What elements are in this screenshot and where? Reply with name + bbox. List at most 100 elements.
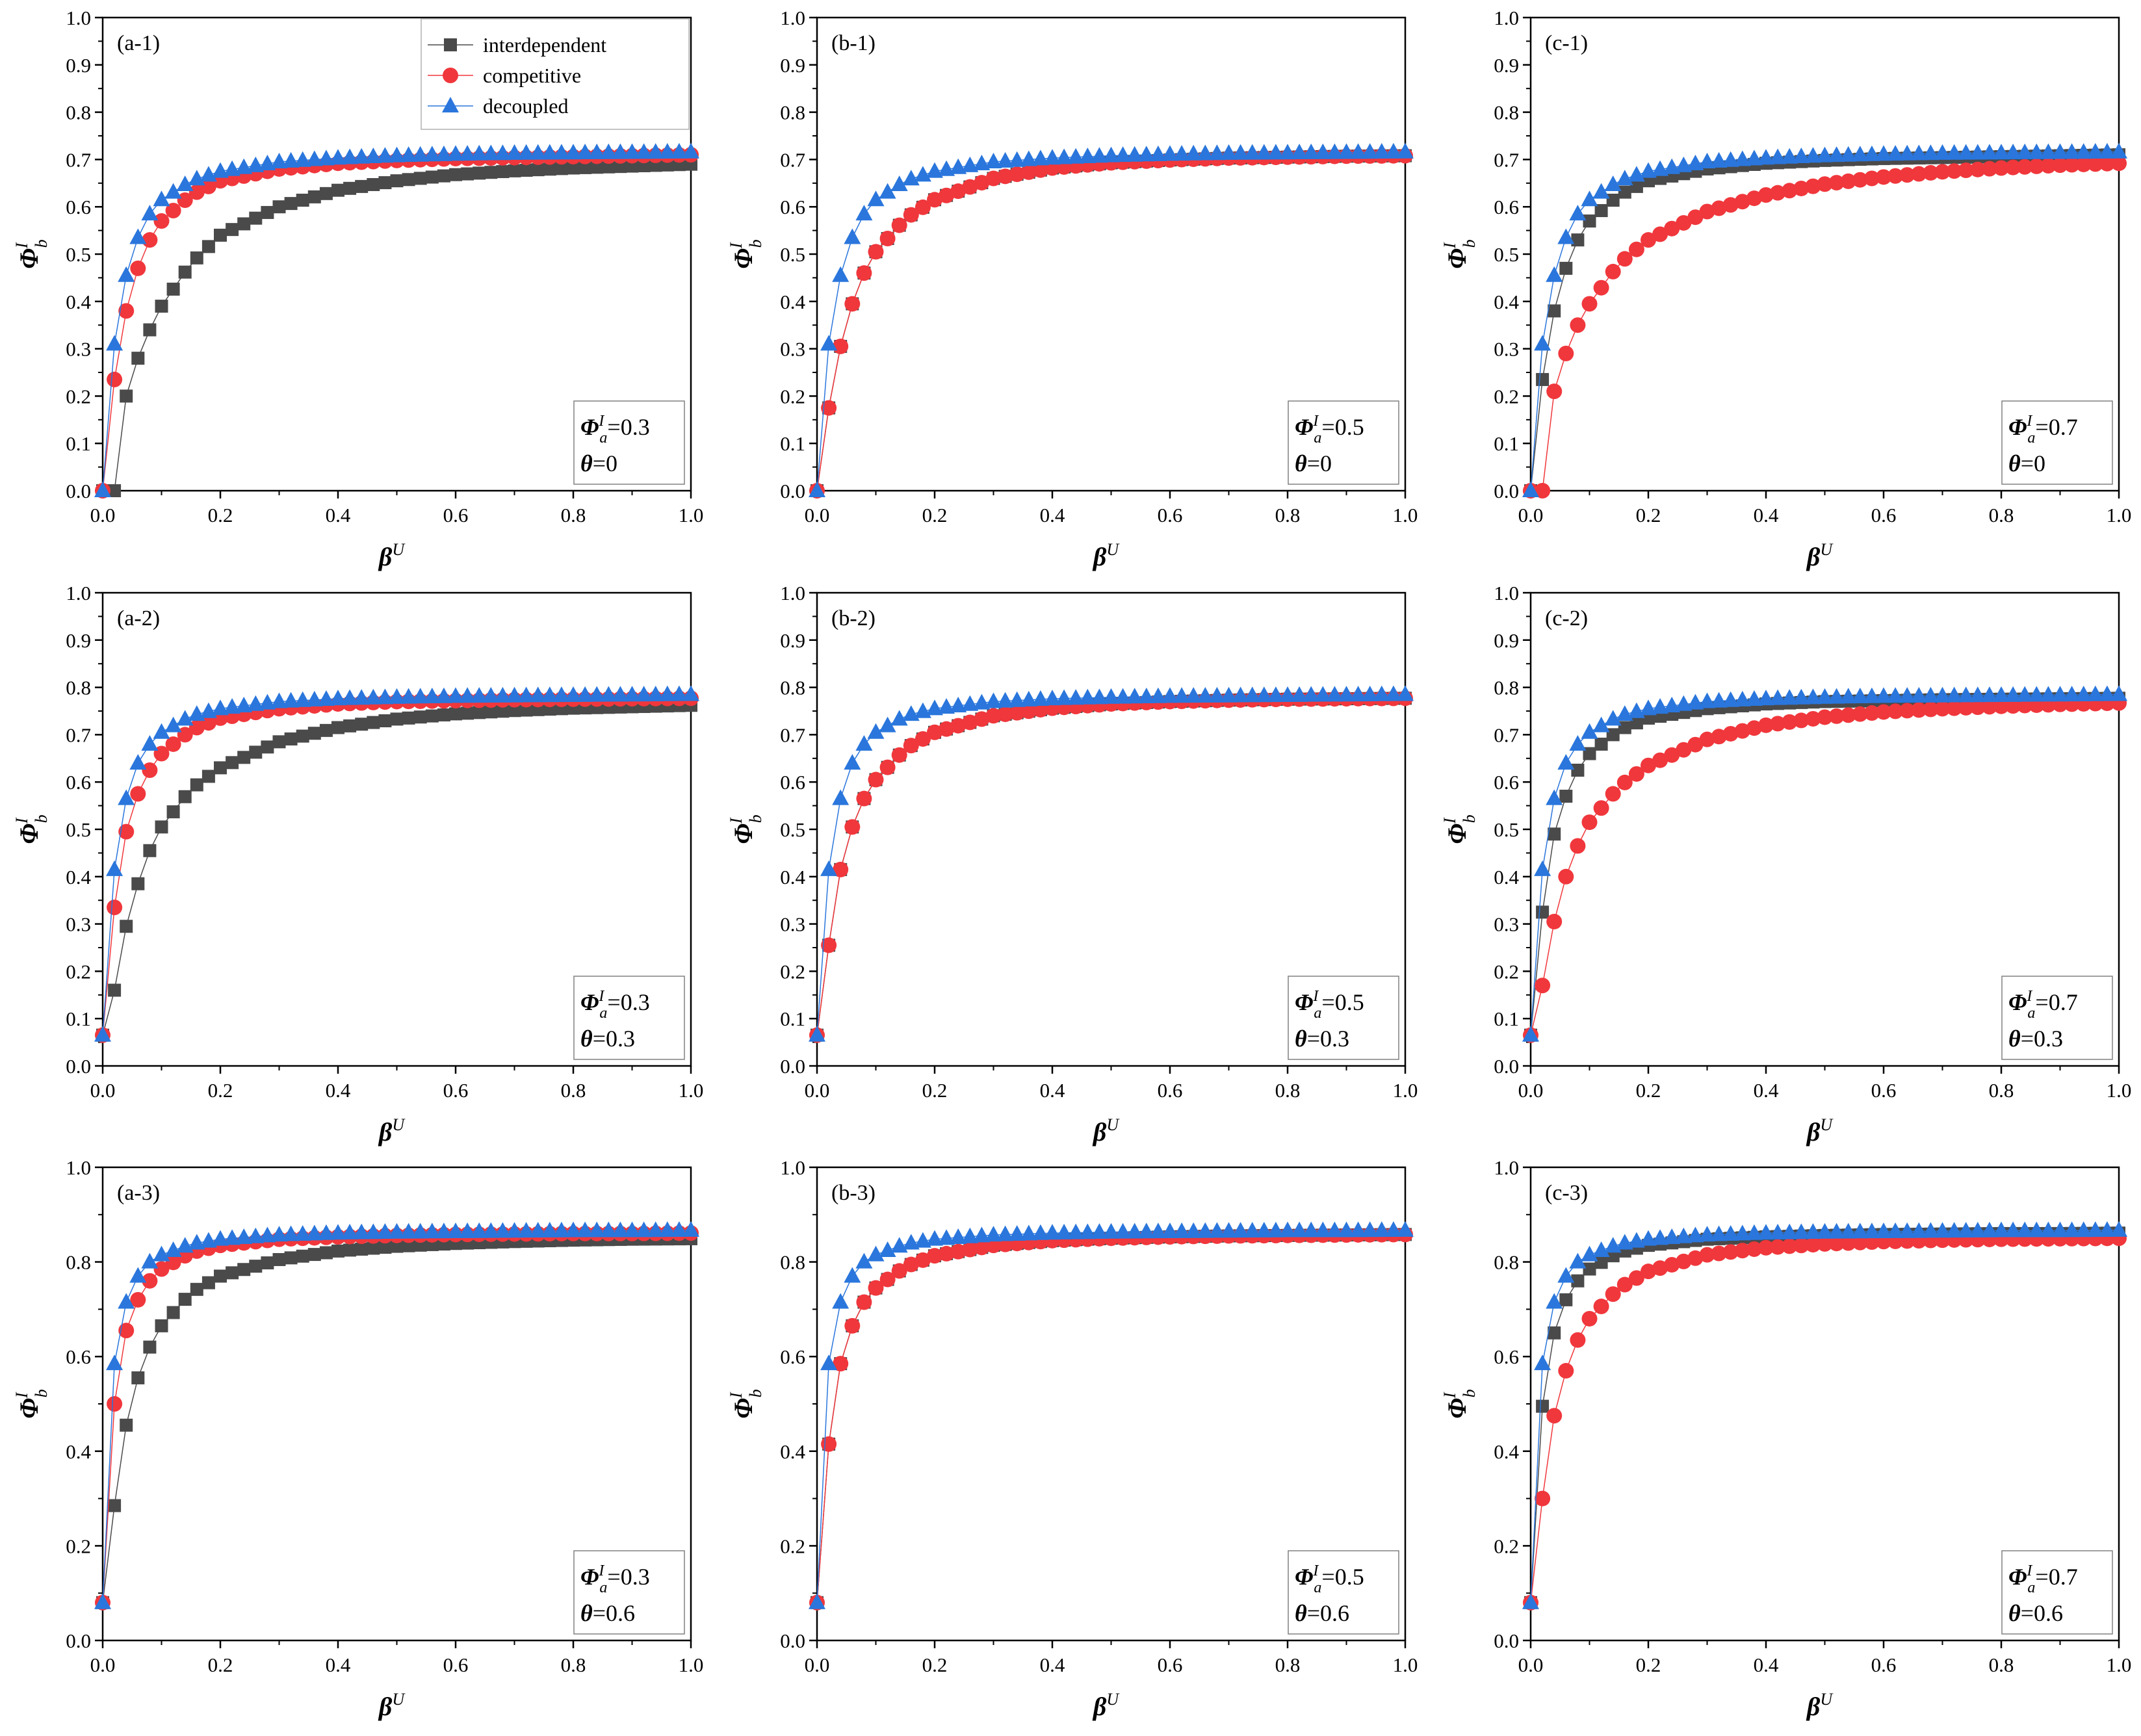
y-tick-label: 0.9 (66, 629, 91, 652)
data-point-decoupled (411, 1223, 429, 1239)
data-point-decoupled (1522, 482, 1539, 497)
data-point-competitive (1616, 1276, 1633, 1293)
param-box (1288, 400, 1399, 485)
data-point-interdependent (108, 484, 122, 497)
data-point-competitive (1828, 175, 1845, 191)
data-point-decoupled (612, 686, 629, 702)
data-point-decoupled (365, 148, 382, 164)
data-point-decoupled (552, 686, 570, 703)
data-point-competitive (142, 762, 158, 778)
data-point-decoupled (1663, 1228, 1681, 1245)
data-point-competitive (950, 718, 967, 734)
data-point-decoupled (224, 698, 241, 714)
data-point-decoupled (1546, 1293, 1563, 1309)
data-point-competitive (1652, 226, 1668, 242)
data-point-decoupled (1114, 146, 1132, 162)
data-point-competitive (1535, 483, 1551, 499)
data-point-competitive (974, 175, 990, 191)
data-point-competitive (879, 1271, 896, 1288)
data-point-decoupled (494, 1222, 512, 1238)
data-point-decoupled (106, 860, 123, 876)
data-point-decoupled (588, 143, 606, 159)
y-axis-label: ΦIb (12, 1389, 51, 1418)
data-point-competitive (1664, 220, 1680, 237)
data-point-decoupled (682, 685, 699, 701)
data-point-decoupled (235, 158, 253, 174)
data-point-decoupled (153, 190, 170, 207)
data-point-interdependent (343, 719, 357, 732)
data-point-decoupled (1546, 266, 1563, 282)
param-box (573, 400, 685, 485)
data-point-competitive (1581, 814, 1598, 831)
y-tick-label: 0.9 (66, 54, 91, 77)
data-point-decoupled (353, 1223, 370, 1239)
data-point-decoupled (938, 698, 955, 714)
data-point-decoupled (996, 151, 1014, 168)
chart-panel-b3: 0.0 0.2 0.4 0.6 0.8 1.0 0.0 0.2 0.4 0.6 0.8 1.0 βU ΦI… (727, 1156, 1418, 1721)
data-point-competitive (165, 203, 181, 219)
panel-title: (b-2) (831, 606, 876, 630)
data-point-decoupled (820, 860, 838, 876)
data-point-competitive (1946, 163, 1962, 179)
data-point-decoupled (118, 266, 135, 282)
data-point-competitive (1699, 731, 1715, 747)
data-point-interdependent (1594, 1256, 1608, 1269)
data-point-decoupled (832, 266, 850, 282)
data-point-decoupled (1267, 1221, 1284, 1237)
data-point-decoupled (459, 1222, 476, 1238)
data-point-decoupled (2040, 686, 2057, 702)
data-point-interdependent (201, 240, 215, 253)
data-point-decoupled (1698, 1226, 1716, 1242)
data-point-competitive (1805, 1237, 1821, 1253)
data-point-decoupled (2086, 685, 2104, 701)
chart-panel-c1: 0.0 0.1 0.2 0.3 0.4 0.5 0.6 0.7 0.8 0.9 1.0 0.0 0.2 0… (1440, 6, 2131, 571)
data-point-decoupled (832, 1293, 850, 1309)
data-point-interdependent (249, 745, 263, 759)
data-point-interdependent (166, 1306, 180, 1319)
y-tick-label: 0.7 (780, 723, 805, 746)
data-point-competitive (1888, 168, 1904, 184)
data-point-competitive (833, 861, 849, 877)
data-point-decoupled (94, 1593, 111, 1609)
y-tick-label: 1.0 (780, 6, 805, 29)
data-point-decoupled (1091, 147, 1108, 163)
data-point-competitive (1687, 1250, 1704, 1266)
data-point-decoupled (552, 1221, 570, 1237)
data-point-interdependent (108, 983, 122, 997)
data-point-interdependent (1536, 372, 1550, 386)
data-point-decoupled (1793, 1223, 1810, 1239)
data-point-competitive (1981, 161, 1997, 177)
data-point-decoupled (1733, 1224, 1751, 1241)
data-point-decoupled (118, 789, 135, 805)
y-tick-label: 0.1 (780, 432, 805, 455)
data-point-decoupled (832, 789, 850, 805)
data-point-decoupled (1875, 145, 1892, 161)
param-annotation: ΦI a=0.5 θ=0 (1288, 400, 1399, 485)
data-point-decoupled (235, 1228, 253, 1245)
data-point-interdependent (296, 1249, 309, 1263)
data-point-competitive (118, 823, 135, 840)
data-point-decoupled (2016, 686, 2034, 702)
data-point-decoupled (1546, 789, 1563, 805)
data-point-decoupled (447, 687, 464, 703)
legend-box (421, 18, 690, 130)
data-point-decoupled (1863, 1223, 1880, 1239)
data-point-interdependent (437, 169, 450, 183)
data-point-decoupled (1137, 688, 1155, 704)
y-tick-label: 0.2 (780, 385, 805, 408)
data-point-interdependent (567, 161, 580, 175)
data-point-interdependent (178, 1293, 192, 1306)
y-tick-label: 0.2 (66, 1535, 91, 1557)
data-point-competitive (200, 715, 216, 731)
data-point-decoupled (1373, 143, 1390, 159)
data-point-decoupled (459, 145, 476, 161)
data-point-decoupled (1020, 1224, 1037, 1241)
data-point-decoupled (1816, 1223, 1834, 1239)
data-point-competitive (1746, 190, 1762, 207)
data-point-decoupled (2086, 143, 2104, 159)
x-tick-label: 0.0 (1518, 1079, 1544, 1102)
y-tick-label: 0.8 (1494, 1251, 1519, 1274)
y-tick-label: 0.7 (66, 723, 91, 746)
y-tick-label: 0.8 (1494, 677, 1519, 699)
data-point-competitive (2111, 155, 2127, 172)
